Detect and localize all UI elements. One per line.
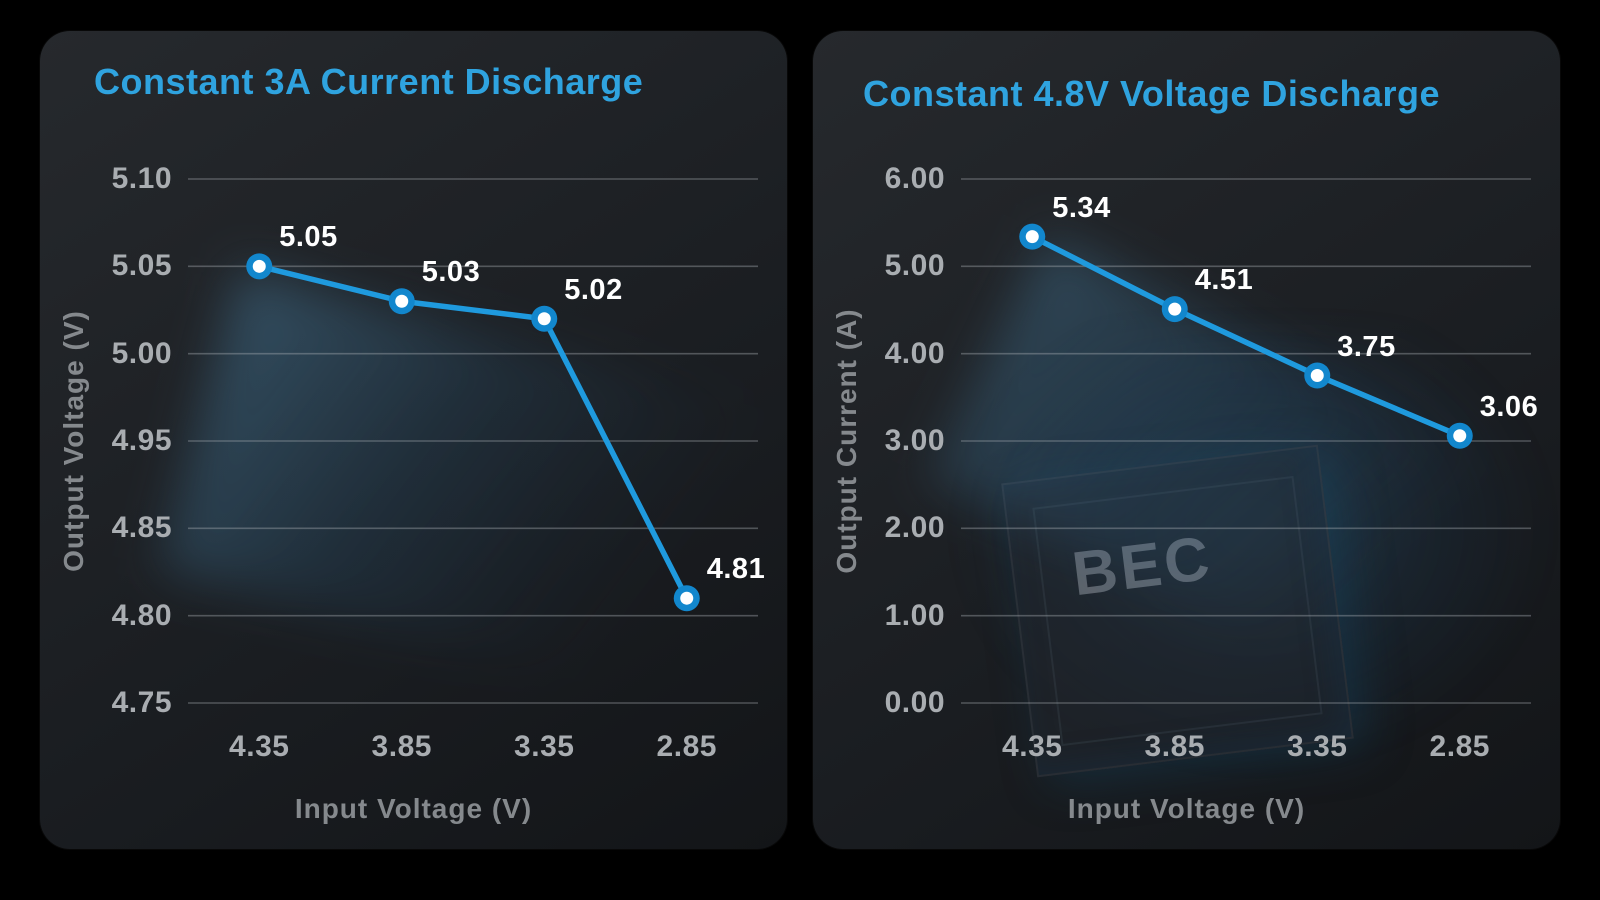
x-axis-title: Input Voltage (V) [1067, 793, 1306, 824]
x-tick-label: 2.85 [656, 730, 717, 763]
data-point [680, 591, 694, 605]
x-tick-label: 4.35 [1002, 730, 1063, 763]
chart-title: Constant 3A Current Discharge [94, 61, 644, 102]
chart-title: Constant 4.8V Voltage Discharge [863, 73, 1440, 114]
series-line [256, 263, 690, 601]
y-tick-label: 6.00 [884, 162, 945, 195]
chart-canvas [961, 178, 1531, 704]
y-tick-label: 0.00 [884, 686, 945, 719]
x-tick-label: 3.35 [514, 730, 575, 763]
y-tick-label: 5.00 [111, 336, 172, 370]
x-tick-label: 2.85 [1429, 730, 1490, 763]
plot-area: 6.00 5.00 4.00 3.00 2.00 1.00 0.00 4.35 3.85 3.35… [813, 31, 1560, 849]
data-point [1025, 230, 1039, 244]
plot-area: 5.10 5.05 5.00 4.95 4.85 4.80 4.75 4.35 3.85 3.35… [40, 31, 787, 849]
chart-canvas [188, 178, 758, 704]
y-axis-title: Output Current (A) [831, 308, 862, 574]
point-value-label: 5.05 [279, 221, 338, 254]
point-value-label: 4.81 [706, 553, 766, 586]
x-axis-title: Input Voltage (V) [294, 793, 533, 824]
y-tick-label: 4.00 [884, 336, 945, 370]
chart-panel-constant-current: 5.10 5.05 5.00 4.95 4.85 4.80 4.75 4.35 3.85 3.35… [40, 31, 787, 849]
y-tick-label: 3.00 [884, 424, 945, 457]
data-point [395, 294, 409, 308]
point-value-label: 3.06 [1479, 390, 1539, 423]
point-value-label: 5.03 [421, 256, 481, 289]
point-value-label: 5.02 [564, 273, 623, 306]
y-tick-label: 4.85 [111, 511, 172, 545]
data-point [1453, 429, 1467, 443]
y-tick-label: 4.95 [111, 424, 172, 457]
chart-panel-constant-voltage: BEC 6.00 5.00 4.00 3.00 2.00 1.00 0.00 4.35 3.85… [813, 31, 1560, 849]
y-tick-label: 5.05 [111, 249, 172, 283]
y-axis-title: Output Voltage (V) [58, 310, 89, 572]
x-tick-label: 3.85 [1144, 730, 1205, 763]
point-value-label: 4.51 [1194, 264, 1254, 297]
y-tick-label: 1.00 [884, 598, 945, 632]
point-value-label: 3.75 [1337, 330, 1396, 363]
data-point [1310, 369, 1324, 382]
y-tick-label: 4.80 [111, 598, 172, 632]
x-tick-label: 3.35 [1287, 730, 1348, 763]
data-point [252, 259, 266, 273]
y-tick-label: 2.00 [884, 511, 945, 545]
data-point [1168, 302, 1182, 316]
y-tick-label: 5.10 [111, 162, 172, 195]
x-tick-label: 3.85 [371, 730, 432, 763]
series-line [1029, 233, 1463, 439]
x-tick-label: 4.35 [229, 730, 290, 763]
point-value-label: 5.34 [1052, 191, 1111, 224]
y-tick-label: 5.00 [884, 249, 945, 283]
data-point [537, 312, 551, 326]
y-tick-label: 4.75 [111, 686, 172, 719]
